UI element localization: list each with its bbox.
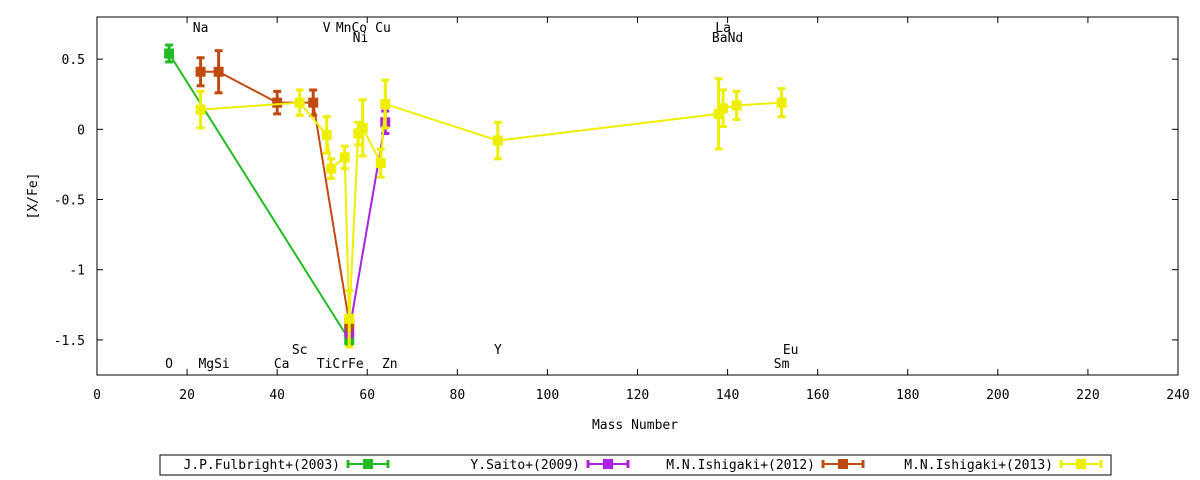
series [195,49,355,332]
data-point [339,152,350,163]
data-point [492,135,503,146]
data-point [326,163,337,174]
data-point [776,97,787,108]
x-tick-label: 160 [806,388,829,403]
x-tick-label: 60 [359,388,375,403]
legend-label: Y.Saito+(2009) [470,458,580,473]
series-line [200,101,782,319]
y-tick-label: 0.5 [62,53,85,68]
data-point [713,108,724,119]
data-point [357,122,368,133]
element-label: O [165,357,173,372]
legend-marker [603,459,613,469]
series [344,109,391,339]
series [195,77,787,349]
data-point [375,158,386,169]
x-tick-label: 200 [986,388,1009,403]
y-axis-label: [X/Fe] [26,173,41,220]
series [164,43,355,346]
element-label: MgSi [198,357,229,372]
element-label: V [323,21,331,36]
element-label: Cu [375,21,391,36]
element-label: La [715,21,731,36]
x-tick-label: 220 [1076,388,1099,403]
element-label: MnCo [336,21,367,36]
x-tick-label: 140 [716,388,739,403]
data-point [321,129,332,140]
x-tick-label: 80 [450,388,466,403]
legend: J.P.Fulbright+(2003) Y.Saito+(2009) M.N.Is… [183,458,1103,473]
element-label: BaNd [712,31,743,46]
data-point [195,66,206,77]
x-tick-label: 40 [269,388,285,403]
axes: 0 20 40 60 80 100 120 140 160 180 200 220 240 0.5 0 -0.… [54,17,1190,403]
data-point [718,103,729,114]
x-tick-label: 180 [896,388,919,403]
element-label: Y [494,343,502,358]
legend-marker [838,459,848,469]
series-line [348,122,387,332]
series-layer [164,43,787,349]
y-tick-label: -1.5 [54,334,85,349]
legend-label: J.P.Fulbright+(2003) [183,458,340,473]
series-line [200,70,351,324]
legend-marker [1076,459,1086,469]
element-label: TiCrFe [317,357,364,372]
x-tick-label: 0 [93,388,101,403]
data-point [272,97,283,108]
x-tick-label: 100 [536,388,559,403]
legend-marker [363,459,373,469]
x-axis-label: Mass Number [592,418,678,433]
element-label: Eu [783,343,799,358]
series-line [168,52,351,341]
data-point [164,48,175,59]
y-tick-label: -1 [69,264,85,279]
data-point [213,66,224,77]
data-point [380,99,391,110]
element-label: Ca [274,357,290,372]
data-point [308,97,319,108]
element-label: Na [193,21,209,36]
legend-label: M.N.Ishigaki+(2013) [904,458,1053,473]
data-point [195,104,206,115]
x-tick-label: 20 [179,388,195,403]
data-point [344,313,355,324]
data-point [353,128,364,139]
element-label: Ni [353,31,369,46]
y-tick-label: 0 [77,123,85,138]
element-label: Sc [292,343,308,358]
data-point [731,100,742,111]
x-tick-label: 240 [1166,388,1189,403]
element-label: Sm [774,357,790,372]
data-point [294,97,305,108]
y-tick-label: -0.5 [54,194,85,209]
legend-label: M.N.Ishigaki+(2012) [666,458,815,473]
element-label: Zn [382,357,398,372]
x-tick-label: 120 [626,388,649,403]
legend-box [159,454,1112,476]
